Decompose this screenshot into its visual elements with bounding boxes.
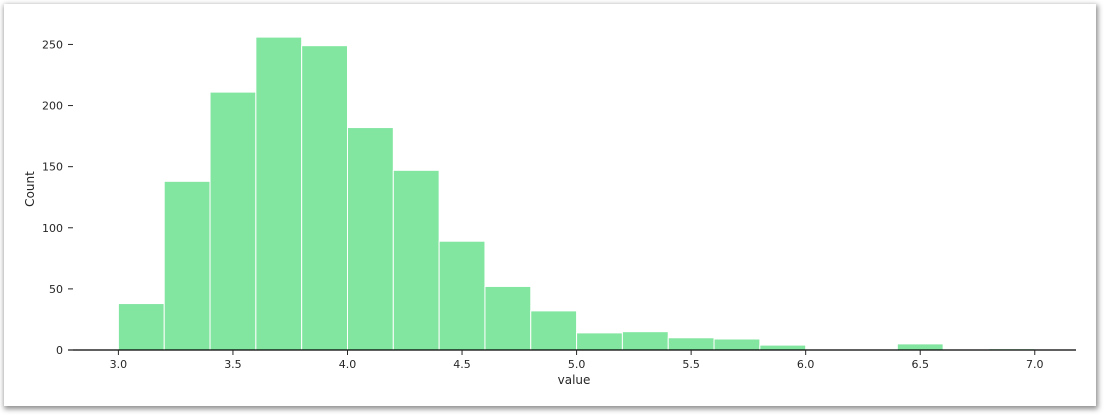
- histogram-bar-4: [301, 45, 348, 351]
- histogram-bar-5: [346, 127, 394, 351]
- histogram-bar-11: [621, 331, 669, 351]
- histogram-bar-12: [667, 337, 715, 351]
- x-tick-label-8: 7.0: [1026, 358, 1044, 371]
- y-tick-label-0: 0: [56, 344, 63, 357]
- y-tick-label-3: 150: [42, 161, 63, 174]
- histogram-bar-8: [484, 285, 532, 351]
- x-axis-label: value: [558, 373, 591, 387]
- histogram-bar-7: [438, 240, 486, 351]
- histogram-bar-2: [209, 91, 257, 351]
- y-tick-label-2: 100: [42, 222, 63, 235]
- x-axis: 3.0 3.5 4.0 4.5 5.0 5.5 6.0 6.5 7.0: [68, 349, 1076, 371]
- x-tick-label-5: 5.5: [682, 358, 700, 371]
- y-tick-label-4: 200: [42, 100, 63, 113]
- x-tick-label-4: 5.0: [568, 358, 586, 371]
- x-tick-label-0: 3.0: [110, 358, 128, 371]
- histogram-bar-1: [163, 180, 211, 351]
- y-tick-label-1: 50: [49, 283, 63, 296]
- x-tick-label-3: 4.5: [453, 358, 471, 371]
- y-tick-label-5: 250: [42, 38, 63, 51]
- y-axis: 0 50 100 150 200 250: [42, 38, 73, 357]
- x-tick-label-2: 4.0: [339, 358, 357, 371]
- histogram-bar-17: [896, 343, 944, 351]
- x-tick-label-6: 6.0: [797, 358, 815, 371]
- histogram-bar-0: [117, 303, 165, 351]
- histogram-bar-6: [392, 169, 440, 351]
- histogram-bar-14: [759, 344, 807, 351]
- histogram-bar-10: [576, 332, 623, 351]
- histogram-bar-9: [530, 310, 578, 351]
- bars-group: [117, 36, 1036, 351]
- x-tick-label-7: 6.5: [911, 358, 929, 371]
- histogram-bar-3: [255, 36, 303, 351]
- y-axis-label: Count: [23, 171, 37, 207]
- x-tick-label-1: 3.5: [224, 358, 242, 371]
- histogram-bar-13: [713, 338, 761, 351]
